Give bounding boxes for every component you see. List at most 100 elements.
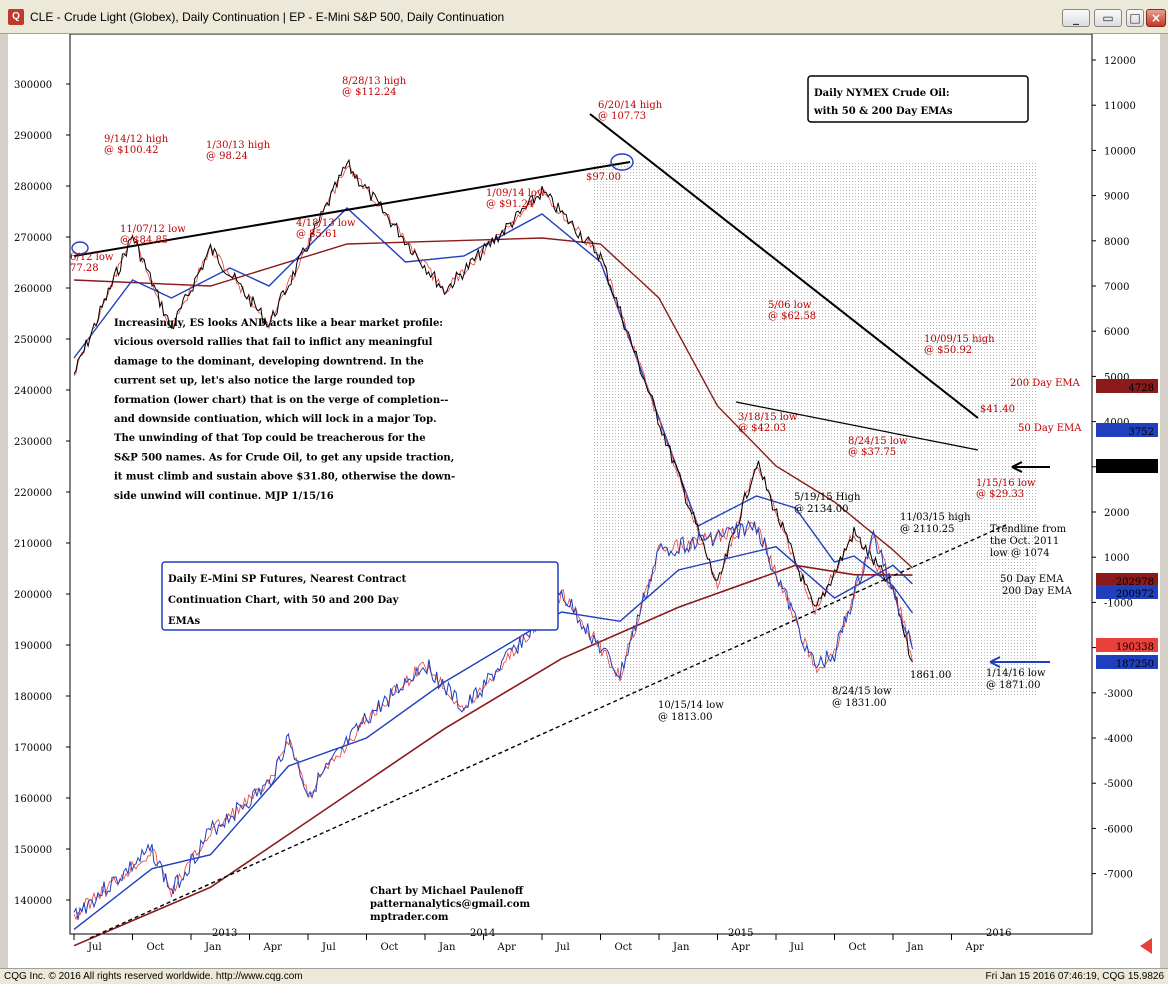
highlight-region <box>592 162 1036 697</box>
close-button[interactable]: × <box>1146 9 1166 27</box>
es-annotation: @ 2110.25 <box>900 524 955 535</box>
price-tag-label: 4728 <box>1129 383 1154 394</box>
right-axis-label: 2000 <box>1104 508 1129 519</box>
es-annotation: 5/19/15 High <box>794 492 861 503</box>
es-ema200-line <box>73 564 913 947</box>
left-axis-label: 150000 <box>14 845 52 856</box>
commentary-line: formation (lower chart) that is on the v… <box>114 395 448 406</box>
crude-support-trendline <box>73 161 631 257</box>
es-annotation: the Oct. 2011 <box>990 536 1059 547</box>
commentary-line: it must climb and sustain above $31.80, … <box>114 472 455 483</box>
left-axis-label: 140000 <box>14 896 52 907</box>
x-axis-label: Apr <box>731 942 751 953</box>
x-axis-label: Jul <box>321 942 336 953</box>
es-title-line: Continuation Chart, with 50 and 200 Day <box>168 595 400 606</box>
maximize-button[interactable]: □ <box>1126 9 1144 27</box>
es-ema50-line <box>73 545 913 930</box>
left-axis-label: 160000 <box>14 794 52 805</box>
x-axis-label: Apr <box>263 942 283 953</box>
es-annotation: 8/24/15 low <box>832 686 892 697</box>
crude-annotation: @ $50.92 <box>924 345 972 356</box>
cqg-icon[interactable]: Q <box>8 9 24 25</box>
es-annotation: 50 Day EMA <box>1000 574 1064 585</box>
crude-annotation: 8/28/13 high <box>342 76 407 87</box>
crude-annotation: 200 Day EMA <box>1010 378 1081 389</box>
es-title-line: EMAs <box>168 616 200 627</box>
crude-annotation: $41.40 <box>980 404 1015 415</box>
status-bar: CQG Inc. © 2016 All rights reserved worl… <box>0 968 1168 984</box>
crude-title-box <box>807 75 1029 123</box>
es-annotation: low @ 1074 <box>990 548 1050 559</box>
right-axis-label: 11000 <box>1104 101 1136 112</box>
scroll-left-arrow-icon[interactable] <box>1140 938 1152 954</box>
x-axis-label: Apr <box>965 942 985 953</box>
es-title-line: Daily E-Mini SP Futures, Nearest Contrac… <box>168 574 407 585</box>
price-tag-label: 2969 <box>1129 463 1154 474</box>
left-axis-label: 240000 <box>14 386 52 397</box>
crude-annotation: 10/09/15 high <box>924 334 995 345</box>
crude-annotation: 8/24/15 low <box>848 436 908 447</box>
price-tag <box>1096 573 1158 587</box>
right-axis-label: -5000 <box>1104 779 1133 790</box>
es-title-box <box>161 561 559 631</box>
crude-annotation: @ $100.42 <box>104 145 159 156</box>
crude-title-line: with 50 & 200 Day EMAs <box>813 106 953 117</box>
window-title: CLE - Crude Light (Globex), Daily Contin… <box>30 10 505 24</box>
x-axis-label: Oct <box>615 942 633 953</box>
commentary-line: S&P 500 names. As for Crude Oil, to get … <box>114 452 454 463</box>
price-tag-label: 187250 <box>1116 659 1154 670</box>
left-axis-label: 170000 <box>14 743 52 754</box>
x-axis-year: 2015 <box>728 928 753 939</box>
credit-line: Chart by Michael Paulenoff <box>370 886 524 897</box>
x-axis-label: Jul <box>87 942 102 953</box>
es-annotation: @ 1831.00 <box>832 698 887 709</box>
x-axis-label: Oct <box>849 942 867 953</box>
price-tag <box>1096 423 1158 437</box>
minimize-button[interactable]: _ <box>1062 9 1090 27</box>
minimize-icon: _ <box>1073 11 1079 25</box>
right-axis-label: -1000 <box>1104 598 1133 609</box>
x-axis-label: Jan <box>672 942 690 953</box>
x-axis-label: Jan <box>204 942 222 953</box>
left-axis-label: 250000 <box>14 335 52 346</box>
price-tag <box>1096 638 1158 652</box>
price-tag <box>1096 655 1158 669</box>
crude-breakdown-circle <box>610 153 634 171</box>
crude-annotation: @ 107.73 <box>598 111 646 122</box>
left-axis-label: 270000 <box>14 233 52 244</box>
right-axis-label: 7000 <box>1104 282 1129 293</box>
crude-annotation: @ $112.24 <box>342 87 397 98</box>
right-axis-label: 1000 <box>1104 553 1129 564</box>
x-axis-label: Jul <box>789 942 804 953</box>
crude-annotation: 6/20/14 high <box>598 100 663 111</box>
crude-annotation: @ $62.58 <box>768 311 816 322</box>
right-axis-label: -6000 <box>1104 824 1133 835</box>
es-annotation: 1861.00 <box>910 670 951 681</box>
crude-annotation: 3/18/15 low <box>738 412 798 423</box>
commentary-line: The unwinding of that Top could be treac… <box>114 433 426 444</box>
right-axis-label: 6000 <box>1104 327 1129 338</box>
right-axis-label: -3000 <box>1104 689 1133 700</box>
commentary-line: side unwind will continue. MJP 1/15/16 <box>114 491 334 502</box>
crude-annotation: $97.00 <box>586 172 621 183</box>
chart[interactable]: 1200011000100009000800070006000500040003… <box>0 34 1168 968</box>
price-tag-label: 202978 <box>1116 577 1154 588</box>
left-axis-label: 200000 <box>14 590 52 601</box>
left-axis-label: 290000 <box>14 131 52 142</box>
price-tag <box>1096 459 1158 473</box>
left-axis-label: 180000 <box>14 692 52 703</box>
left-axis-label: 260000 <box>14 284 52 295</box>
x-axis-year: 2016 <box>986 928 1011 939</box>
es-annotation: 1/14/16 low <box>986 668 1046 679</box>
crude-ema200-line <box>73 237 913 569</box>
right-axis-label: 8000 <box>1104 237 1129 248</box>
left-axis-label: 230000 <box>14 437 52 448</box>
x-axis-year: 2014 <box>470 928 495 939</box>
crude-title-line: Daily NYMEX Crude Oil: <box>814 88 950 99</box>
crude-arrow-icon <box>1011 461 1050 473</box>
right-axis-label: 5000 <box>1104 372 1129 383</box>
restore-button[interactable]: ▭ <box>1094 9 1122 27</box>
x-axis-label: Jul <box>555 942 570 953</box>
price-tag-label: 200972 <box>1116 589 1154 600</box>
es-annotation: @ 2134.00 <box>794 504 849 515</box>
